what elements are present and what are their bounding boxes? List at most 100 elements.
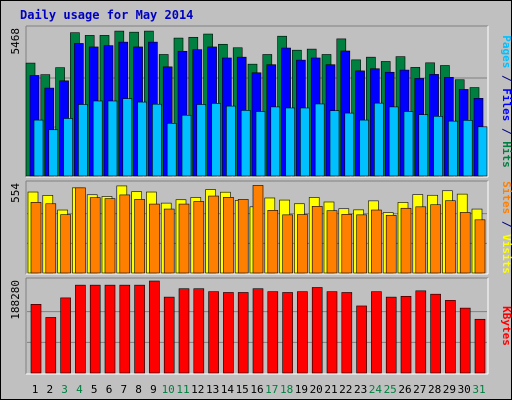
bar-sites-day-24: [371, 209, 382, 274]
bar-pages-day-22: [344, 112, 355, 177]
day-label-31: 31: [472, 383, 485, 396]
bar-kbytes-day-6: [104, 284, 116, 374]
bar-sites-day-7: [119, 194, 131, 274]
bar-pages-day-23: [359, 119, 369, 177]
bar-sites-day-1: [30, 202, 42, 274]
bar-sites-day-4: [75, 187, 86, 274]
day-label-1: 1: [32, 383, 39, 396]
day-label-8: 8: [135, 383, 142, 396]
day-label-20: 20: [310, 383, 323, 396]
bar-kbytes-day-7: [119, 284, 131, 374]
bar-sites-day-26: [400, 207, 412, 274]
bar-kbytes-day-30: [459, 307, 471, 374]
day-label-23: 23: [354, 383, 367, 396]
bar-kbytes-day-19: [297, 291, 308, 374]
day-label-3: 3: [61, 383, 68, 396]
bar-sites-day-8: [134, 199, 145, 274]
bar-pages-day-13: [211, 103, 221, 177]
legend-part-0: KBytes: [500, 306, 512, 346]
bar-kbytes-day-23: [356, 305, 367, 374]
day-label-30: 30: [458, 383, 471, 396]
bar-sites-day-2: [45, 203, 57, 274]
day-label-26: 26: [398, 383, 411, 396]
bar-kbytes-day-20: [311, 287, 323, 374]
day-label-2: 2: [46, 383, 53, 396]
ymax-label: 554: [9, 183, 22, 203]
day-label-27: 27: [413, 383, 426, 396]
bar-kbytes-day-29: [445, 300, 456, 374]
bar-kbytes-day-13: [208, 291, 219, 374]
bar-kbytes-day-27: [415, 290, 427, 374]
legend-part-0: Sites: [500, 181, 512, 214]
legend-part-0: Pages: [500, 35, 512, 68]
bar-sites-day-23: [356, 214, 367, 274]
bar-kbytes-day-28: [430, 293, 441, 374]
day-label-11: 11: [176, 383, 189, 396]
legend-part-1: /: [500, 68, 512, 88]
bar-kbytes-day-16: [252, 288, 264, 374]
day-label-18: 18: [280, 383, 293, 396]
bar-pages-day-7: [122, 98, 133, 177]
y-axis-legend: Pages / Files / Hits: [500, 35, 512, 168]
bar-pages-day-8: [137, 101, 147, 177]
legend-part-2: Files: [500, 88, 512, 121]
bar-pages-day-27: [418, 114, 429, 177]
bar-sites-day-19: [297, 214, 308, 274]
bar-sites-day-30: [459, 212, 471, 274]
bar-kbytes-day-15: [237, 292, 249, 374]
bar-sites-day-11: [178, 203, 190, 274]
bar-sites-day-6: [104, 198, 116, 274]
day-label-5: 5: [91, 383, 98, 396]
day-label-4: 4: [76, 383, 83, 396]
bar-kbytes-day-17: [267, 291, 279, 374]
bar-kbytes-day-24: [371, 291, 382, 374]
legend-part-4: Hits: [500, 141, 512, 168]
day-label-24: 24: [369, 383, 383, 396]
bar-pages-day-2: [48, 129, 59, 177]
day-label-28: 28: [428, 383, 441, 396]
series-pages: [33, 98, 488, 177]
bar-kbytes-day-21: [326, 291, 338, 374]
bar-pages-day-11: [181, 114, 192, 177]
day-label-12: 12: [191, 383, 204, 396]
day-label-15: 15: [236, 383, 249, 396]
bar-sites-day-22: [341, 214, 353, 274]
bar-sites-day-21: [326, 210, 338, 274]
bar-sites-day-5: [89, 197, 101, 274]
bar-pages-day-19: [300, 107, 310, 177]
bar-kbytes-day-12: [193, 288, 205, 374]
bar-pages-day-28: [433, 116, 443, 177]
legend-part-3: /: [500, 121, 512, 141]
legend-part-2: Visits: [500, 234, 512, 274]
bar-sites-day-9: [149, 203, 160, 274]
day-label-21: 21: [324, 383, 337, 396]
bar-kbytes-day-5: [89, 284, 101, 374]
day-label-13: 13: [206, 383, 219, 396]
bar-kbytes-day-22: [341, 292, 353, 374]
bar-pages-day-24: [374, 102, 384, 177]
bar-kbytes-day-2: [45, 317, 57, 374]
bar-sites-day-10: [163, 208, 175, 274]
bar-kbytes-day-25: [385, 296, 397, 374]
bar-pages-day-4: [78, 104, 88, 177]
panel-2: 554 Sites / Visits: [9, 180, 512, 275]
bar-kbytes-day-4: [75, 284, 86, 374]
bar-sites-day-20: [311, 206, 323, 274]
day-label-22: 22: [339, 383, 352, 396]
bar-sites-day-3: [60, 214, 71, 274]
bar-pages-day-18: [285, 107, 295, 177]
bar-sites-day-13: [208, 195, 219, 274]
ymax-label: 188280: [9, 280, 22, 320]
bar-pages-day-3: [63, 118, 73, 177]
bar-pages-day-12: [196, 104, 207, 177]
bar-sites-day-14: [223, 197, 234, 274]
series-kbytes: [30, 280, 486, 374]
bar-kbytes-day-18: [282, 292, 293, 374]
bar-sites-day-25: [385, 215, 397, 274]
bar-pages-day-25: [388, 106, 399, 177]
day-label-29: 29: [443, 383, 456, 396]
bar-kbytes-day-31: [474, 318, 486, 374]
bar-kbytes-day-11: [178, 288, 190, 374]
legend-part-1: /: [500, 214, 512, 234]
bar-sites-day-12: [193, 201, 205, 274]
